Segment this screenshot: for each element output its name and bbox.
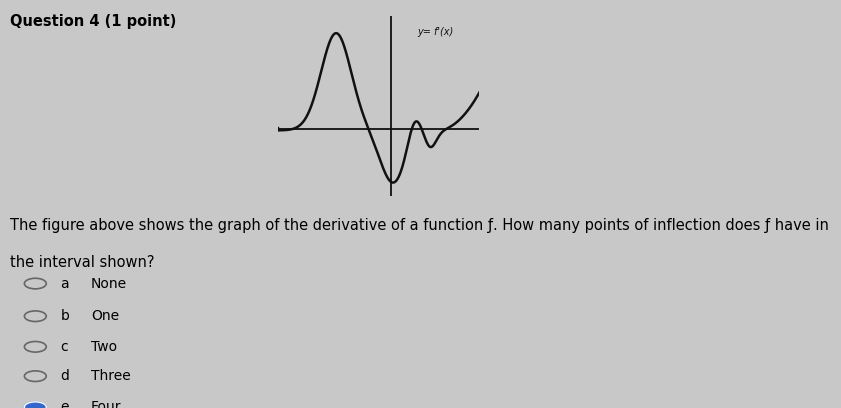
Text: Three: Three <box>91 369 130 383</box>
Text: Two: Two <box>91 340 117 354</box>
Circle shape <box>24 402 46 408</box>
Text: None: None <box>91 277 127 290</box>
Text: b: b <box>61 309 70 323</box>
Text: Four: Four <box>91 400 121 408</box>
Text: Question 4 (1 point): Question 4 (1 point) <box>10 14 177 29</box>
Text: The figure above shows the graph of the derivative of a function ƒ. How many poi: The figure above shows the graph of the … <box>10 218 829 233</box>
Text: One: One <box>91 309 119 323</box>
Text: y= f'(x): y= f'(x) <box>417 27 454 37</box>
Text: the interval shown?: the interval shown? <box>10 255 155 270</box>
Text: e: e <box>61 400 69 408</box>
Text: d: d <box>61 369 70 383</box>
Text: c: c <box>61 340 68 354</box>
Text: a: a <box>61 277 69 290</box>
